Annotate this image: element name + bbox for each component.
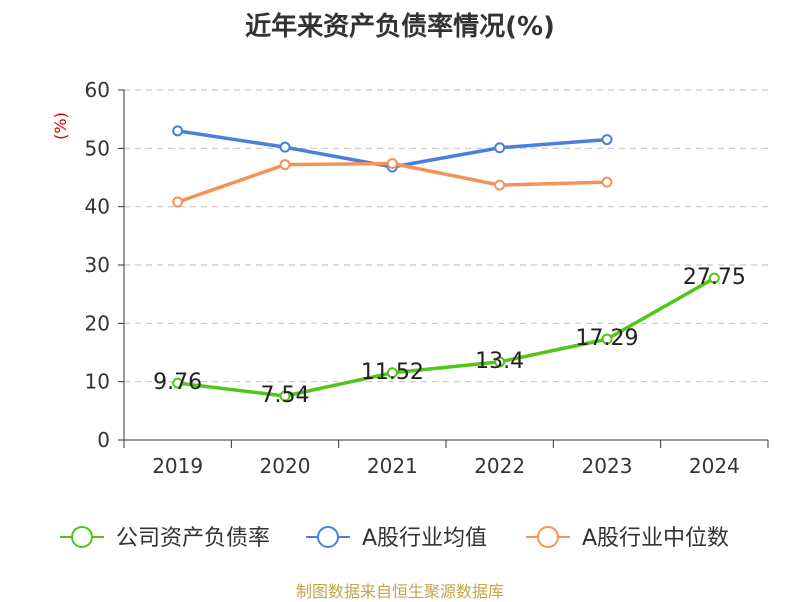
y-tick-label: 20 (85, 311, 110, 335)
data-point (601, 134, 613, 146)
legend-label: A股行业均值 (362, 526, 487, 551)
y-tick-label: 50 (85, 136, 110, 160)
x-tick-label: 2022 (474, 454, 525, 478)
series-line (177, 276, 716, 398)
data-point (279, 390, 291, 402)
data-label: 13.4 (475, 349, 524, 374)
y-tick-label: 30 (85, 253, 110, 277)
data-point (386, 367, 398, 379)
legend-marker (537, 526, 559, 548)
y-tick-label: 60 (85, 78, 110, 102)
data-point (601, 333, 613, 345)
data-point (386, 158, 398, 169)
y-axis-label: (%) (51, 112, 70, 140)
data-label: 9.76 (153, 370, 202, 395)
data-label: 17.29 (576, 326, 639, 351)
data-label: 11.52 (361, 360, 424, 385)
data-point (494, 356, 506, 368)
data-point (601, 176, 613, 188)
data-point (494, 142, 506, 154)
y-tick-label: 10 (85, 370, 110, 394)
legend-marker (317, 526, 339, 548)
y-tick-label: 40 (85, 195, 110, 219)
legend-label: A股行业中位数 (582, 526, 729, 551)
data-point (172, 377, 184, 389)
data-label: 27.75 (683, 265, 746, 290)
x-tick-label: 2019 (152, 454, 203, 478)
data-point (708, 272, 720, 284)
legend-label: 公司资产负债率 (116, 526, 270, 551)
data-point (172, 196, 184, 208)
y-tick-label: 0 (97, 428, 110, 452)
data-point (279, 159, 291, 171)
legend-marker (71, 526, 93, 548)
data-point (494, 179, 506, 191)
data-label: 7.54 (261, 383, 310, 408)
data-point (172, 125, 184, 137)
x-tick-label: 2021 (367, 454, 418, 478)
x-tick-label: 2023 (582, 454, 633, 478)
chart-title: 近年来资产负债率情况(%) (245, 12, 555, 42)
chart-source: 制图数据来自恒生聚源数据库 (295, 582, 504, 601)
x-tick-label: 2024 (689, 454, 740, 478)
x-tick-label: 2020 (260, 454, 311, 478)
data-point (279, 141, 291, 153)
